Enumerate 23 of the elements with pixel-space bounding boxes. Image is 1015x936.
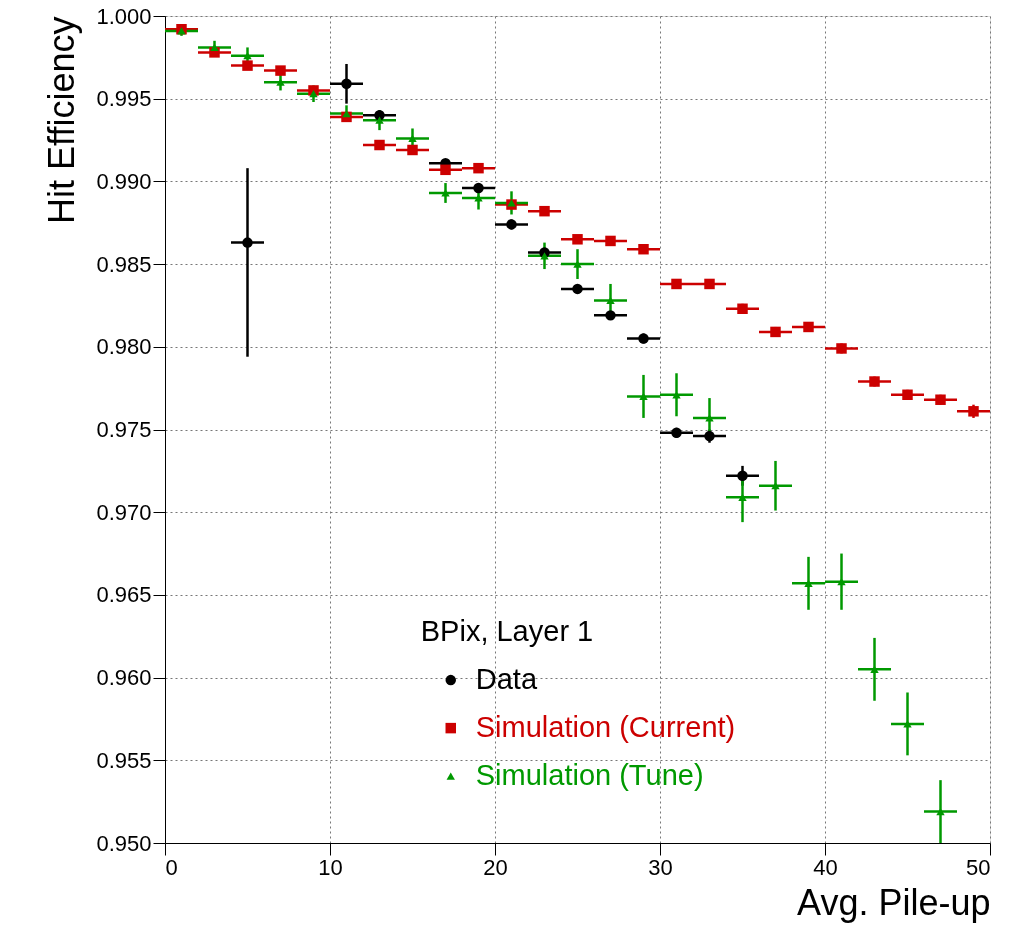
x-axis-title: Avg. Pile-up <box>797 881 991 923</box>
y-axis-title: Hit Efficiency <box>41 16 83 224</box>
y-tick-label: 0.950 <box>96 830 152 856</box>
x-tick-label: 30 <box>648 854 673 880</box>
legend-title: BPix, Layer 1 <box>420 615 594 648</box>
x-tick-label: 40 <box>813 854 838 880</box>
legend-label: Simulation (Current) <box>475 711 736 744</box>
x-tick-label: 0 <box>165 854 178 880</box>
y-tick-label: 0.970 <box>96 499 152 525</box>
legend-label: Simulation (Tune) <box>475 759 704 792</box>
y-tick-label: 0.965 <box>96 582 152 608</box>
y-tick-label: 0.980 <box>96 334 152 360</box>
legend-label: Data <box>475 663 538 696</box>
x-tick-label: 10 <box>318 854 343 880</box>
y-tick-label: 0.995 <box>96 86 152 112</box>
y-tick-label: 0.960 <box>96 665 152 691</box>
y-tick-label: 0.985 <box>96 251 152 277</box>
y-tick-label: 1.000 <box>96 3 152 29</box>
y-tick-label: 0.975 <box>96 417 152 442</box>
x-tick-label: 20 <box>483 854 508 880</box>
y-tick-label: 0.955 <box>96 747 152 773</box>
y-tick-label: 0.990 <box>96 168 152 194</box>
x-tick-label: 50 <box>966 854 991 880</box>
